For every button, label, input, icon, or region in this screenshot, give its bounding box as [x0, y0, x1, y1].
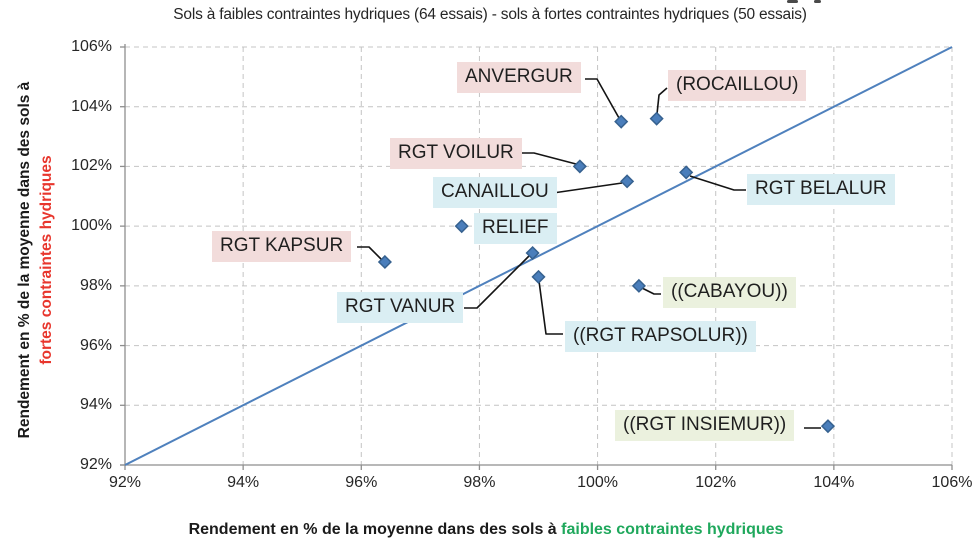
data-point-label: ANVERGUR: [457, 62, 581, 93]
leader-line: [585, 78, 620, 119]
data-point: [679, 165, 694, 180]
data-point-label: ((RGT RAPSOLUR)): [565, 321, 756, 352]
leader-line: [689, 175, 746, 191]
x-axis-tick-label: 104%: [813, 474, 855, 491]
x-axis-title-green: faibles contraintes hydriques: [561, 521, 784, 538]
x-axis-tick-label: 96%: [345, 474, 378, 491]
x-axis-title-black: Rendement en % de la moyenne dans des so…: [188, 521, 562, 538]
data-point-label: RGT VOILUR: [390, 138, 522, 169]
data-point: [377, 254, 392, 270]
identity-line: [124, 46, 953, 466]
y-axis-tick-label: 98%: [79, 276, 112, 294]
data-point-label: (ROCAILLOU): [668, 70, 807, 101]
x-axis-tick-label: 94%: [227, 474, 260, 491]
data-point: [454, 219, 469, 234]
x-axis-tick-label: 102%: [695, 474, 737, 491]
y-axis-tick-label: 106%: [71, 38, 112, 55]
data-point: [649, 111, 664, 126]
x-axis-tick-label: 98%: [463, 474, 496, 491]
leader-line: [357, 246, 382, 260]
data-point: [820, 419, 836, 434]
data-point-label: RELIEF: [474, 213, 557, 244]
x-axis-title: Rendement en % de la moyenne dans des so…: [0, 521, 972, 539]
y-axis-tick-label: 100%: [71, 217, 112, 235]
data-point-label: RGT VANUR: [337, 292, 464, 323]
data-point-label: ((RGT INSIEMUR)): [615, 410, 795, 441]
data-point-label: CANAILLOU: [433, 177, 557, 208]
y-axis-tick-label: 92%: [79, 456, 112, 473]
data-point: [531, 269, 546, 284]
data-point: [572, 159, 587, 174]
leader-line: [538, 280, 563, 335]
leader-line: [552, 182, 623, 194]
y-axis-tick-label: 104%: [71, 97, 112, 115]
data-point-label: ((CABAYOU)): [663, 277, 796, 308]
x-axis-tick-label: 100%: [577, 474, 619, 491]
data-point-label: RGT BELALUR: [747, 174, 895, 205]
data-point: [525, 245, 540, 261]
data-point: [614, 114, 629, 129]
cropped-text-artifact: [787, 0, 798, 3]
y-axis-tick-label: 102%: [71, 157, 112, 175]
x-axis-tick-label: 106%: [931, 474, 973, 491]
leader-line: [656, 87, 668, 115]
cropped-text-artifact: [814, 0, 821, 3]
leader-line: [464, 255, 530, 309]
data-point: [631, 278, 646, 293]
chart-title: Sols à faibles contraintes hydriques (64…: [173, 6, 807, 23]
leader-line: [522, 152, 577, 165]
x-axis-tick-label: 92%: [108, 474, 142, 491]
data-point: [620, 174, 635, 189]
leader-line: [641, 287, 661, 295]
y-axis-tick-label: 94%: [79, 396, 112, 414]
y-axis-tick-label: 96%: [79, 336, 112, 354]
data-point-label: RGT KAPSUR: [212, 231, 352, 262]
